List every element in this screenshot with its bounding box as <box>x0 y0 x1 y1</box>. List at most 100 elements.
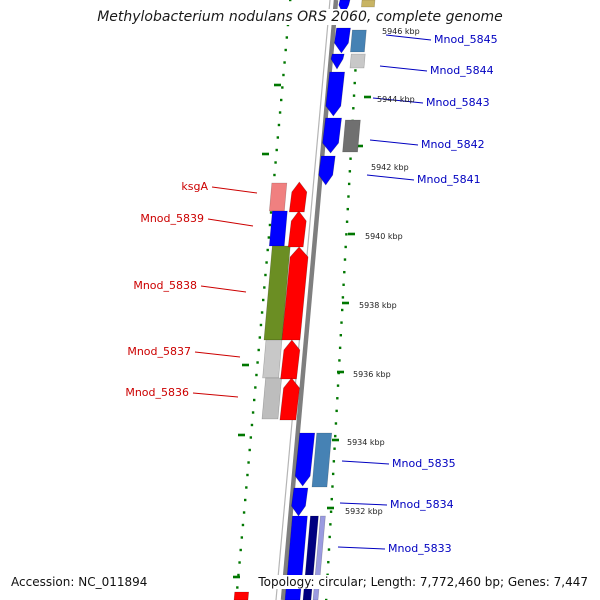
leader-line-right <box>379 65 428 72</box>
gene-label-right: Mnod_5833 <box>388 542 452 555</box>
gc-skew-dot-right <box>346 207 349 211</box>
gc-skew-dot-left <box>250 423 254 427</box>
gc-skew-dot-left <box>284 48 287 52</box>
gc-skew-dash <box>342 301 349 305</box>
gc-skew-dot-right <box>330 497 333 501</box>
gc-skew-dot-right <box>333 447 336 450</box>
gc-skew-dot-right <box>336 397 339 400</box>
gc-skew-dot-right <box>347 195 350 198</box>
gc-skew-dot-left <box>241 523 245 527</box>
cog-block-mnod-5837 <box>262 339 283 379</box>
leader-line-right <box>337 546 386 550</box>
genome-title-text: Methylobacterium nodulans ORS 2060, comp… <box>94 9 506 25</box>
gc-skew-dot-right <box>342 283 345 286</box>
scale-tick-label: 5936 kbp <box>353 370 391 379</box>
genome-title: Methylobacterium nodulans ORS 2060, comp… <box>0 9 600 25</box>
label-leaders-layer <box>192 34 432 550</box>
gc-skew-dot-right <box>344 245 347 249</box>
gc-skew-dot-left <box>289 0 292 2</box>
gc-skew-dot-left <box>282 73 285 77</box>
gene-label-right: Mnod_5835 <box>392 457 456 470</box>
gc-skew-dash <box>332 438 339 442</box>
gc-skew-dot-right <box>334 422 338 425</box>
leader-line-left <box>211 186 258 194</box>
gene-arrow-mnod-5845 <box>334 27 351 54</box>
gc-skew-dot-left <box>268 223 272 227</box>
gc-skew-dot-left <box>249 436 253 439</box>
cog-block-mnod-5839 <box>268 210 288 247</box>
gc-skew-dot-left <box>245 486 248 489</box>
gc-skew-dot-left <box>263 286 266 289</box>
gene-label-left: Mnod_5839 <box>140 212 204 225</box>
gc-skew-dash <box>364 95 371 99</box>
scale-tick-label: 5940 kbp <box>365 232 403 241</box>
gc-skew-dot-left <box>285 36 289 39</box>
gc-skew-dot-right <box>334 434 337 438</box>
scale-tick-label: 5932 kbp <box>345 507 383 516</box>
gc-skew-dot-left <box>283 61 286 64</box>
gene-arrow-mnod-5834 <box>291 487 309 517</box>
gc-skew-dot-right <box>340 321 343 324</box>
gene-arrow-mnod-5836 <box>279 377 300 421</box>
gc-skew-dot-right <box>338 359 341 362</box>
gc-skew-dot-right <box>325 598 328 600</box>
gc-skew-dot-right <box>348 170 352 173</box>
gc-content-dash <box>233 575 240 579</box>
gene-label-right: Mnod_5842 <box>421 138 485 151</box>
gc-skew-dot-right <box>335 409 338 413</box>
gc-skew-dot-right <box>354 69 357 72</box>
gc-skew-dot-left <box>237 573 240 577</box>
gene-arrow-mnod-5841 <box>318 155 336 186</box>
gc-skew-dot-left <box>262 298 265 302</box>
gc-skew-dot-right <box>345 220 349 223</box>
gc-skew-dash <box>348 232 355 236</box>
gene-label-right: Mnod_5843 <box>426 96 490 109</box>
gc-skew-dot-left <box>264 273 267 277</box>
gc-skew-dot-right <box>352 94 356 97</box>
gene-label-right: Mnod_5845 <box>434 33 498 46</box>
gc-skew-dot-right <box>332 460 336 463</box>
gc-skew-dot-right <box>341 296 345 299</box>
gc-skew-dot-left <box>236 586 239 589</box>
gc-skew-dash <box>327 506 334 510</box>
gc-content-dash <box>262 152 269 156</box>
gc-skew-dot-right <box>349 157 352 160</box>
leader-line-right <box>369 139 419 146</box>
gc-skew-dot-left <box>273 173 276 177</box>
leader-line-left <box>200 285 247 293</box>
gc-skew-dot-left <box>251 411 255 414</box>
scale-tick-label: 5938 kbp <box>359 301 397 310</box>
gc-skew-dot-right <box>327 548 331 551</box>
gc-skew-dot-right <box>331 485 334 488</box>
leader-line-left <box>192 392 239 398</box>
gc-skew-dot-right <box>353 81 356 85</box>
scale-tick-label: 5934 kbp <box>347 438 385 447</box>
cog-block-mnod-5842 <box>342 119 361 153</box>
gene-label-left: Mnod_5836 <box>125 386 189 399</box>
gene-arrow-mnod-5839 <box>287 210 307 248</box>
gc-skew-dot-right <box>329 523 332 526</box>
leader-line-right <box>339 502 388 506</box>
gc-skew-dot-right <box>328 535 331 539</box>
gc-skew-dot-right <box>336 384 340 387</box>
gene-label-right: Mnod_5834 <box>390 498 454 511</box>
accession-text: Accession: NC_011894 <box>9 575 150 589</box>
gc-skew-dot-left <box>274 161 277 164</box>
leader-line-right <box>385 34 432 41</box>
gc-skew-dot-left <box>275 148 278 152</box>
gc-skew-dot-left <box>280 98 283 102</box>
gc-skew-dot-left <box>260 311 264 314</box>
gc-skew-dot-right <box>343 270 346 274</box>
gene-features-layer <box>233 0 376 600</box>
scale-tick-label: 5944 kbp <box>377 95 415 104</box>
gene-label-right: Mnod_5841 <box>417 173 481 186</box>
gc-skew-dot-left <box>257 348 260 352</box>
gc-content-dash <box>242 363 249 367</box>
gc-skew-dot-right <box>341 308 344 312</box>
gene-arrow-mnod-5835 <box>294 432 316 487</box>
gene-arrow-mnod-5837 <box>280 339 301 380</box>
gc-skew-dot-right <box>343 258 347 261</box>
gc-skew-dot-left <box>244 498 247 502</box>
